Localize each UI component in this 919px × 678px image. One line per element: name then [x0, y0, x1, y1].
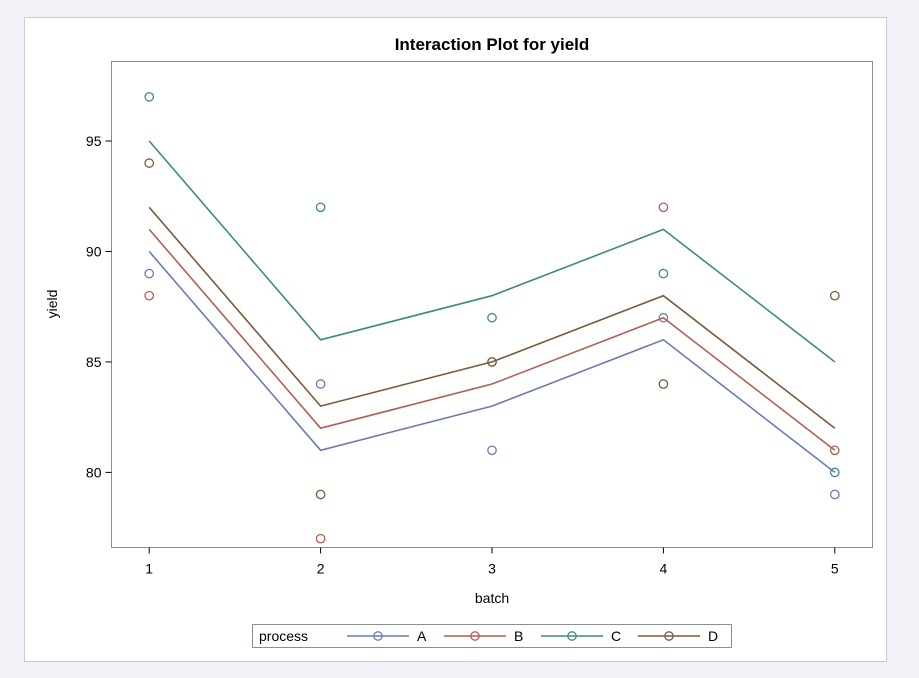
legend-entry-b: B: [444, 628, 523, 644]
x-tick-label: 3: [488, 561, 496, 577]
legend-label-b: B: [514, 628, 523, 644]
data-point-b: [144, 290, 155, 301]
data-point-c: [829, 467, 840, 478]
data-point-a: [315, 379, 326, 389]
legend-marker-c: [567, 631, 577, 641]
series-a: [144, 250, 840, 500]
series-line-b: [148, 228, 836, 451]
series-line-a: [148, 250, 836, 474]
y-axis-label: yield: [44, 290, 60, 319]
legend-marker-d: [664, 631, 674, 641]
x-tick-label: 1: [145, 561, 153, 577]
data-point-b: [829, 445, 840, 456]
x-tick-label: 5: [831, 561, 839, 577]
x-axis: 1 2 3 4 5: [145, 547, 839, 577]
legend-entries: A B C D: [347, 628, 718, 644]
data-point-a: [144, 268, 155, 279]
series-c: [144, 91, 840, 478]
legend: process A B C D: [252, 624, 732, 648]
data-point-d: [487, 357, 497, 367]
legend-entry-d: D: [638, 628, 718, 644]
x-axis-label: batch: [475, 590, 509, 606]
x-tick-label: 2: [317, 561, 325, 577]
data-point-a: [829, 489, 840, 500]
legend-marker-a: [373, 631, 383, 641]
series-line-c: [148, 140, 836, 363]
data-point-a: [487, 445, 497, 456]
data-point-c: [487, 312, 497, 323]
plot-area: [111, 61, 873, 548]
data-point-d: [315, 489, 326, 500]
legend-entry-a: A: [347, 628, 427, 644]
legend-label-d: D: [708, 628, 718, 644]
legend-label-a: A: [417, 628, 427, 644]
series-line-d: [148, 206, 836, 429]
series-layer: [144, 91, 840, 544]
data-point-d: [658, 379, 669, 389]
y-axis: 80 85 90 95: [86, 133, 112, 480]
data-point-c: [315, 202, 326, 213]
data-point-d: [829, 290, 840, 301]
data-point-a: [658, 312, 669, 323]
legend-entry-c: C: [541, 628, 621, 644]
y-tick-label: 85: [86, 354, 102, 370]
data-point-b: [315, 533, 326, 544]
y-tick-label: 80: [86, 464, 102, 480]
series-d: [144, 158, 840, 500]
y-tick-label: 95: [86, 133, 102, 149]
data-point-b: [658, 202, 669, 213]
legend-title: process: [259, 628, 308, 644]
x-tick-label: 4: [659, 561, 667, 577]
legend-label-c: C: [611, 628, 621, 644]
data-point-c: [658, 268, 669, 279]
chart-title: Interaction Plot for yield: [395, 35, 590, 54]
legend-marker-b: [470, 631, 480, 641]
y-tick-label: 90: [86, 243, 102, 259]
data-point-c: [144, 91, 155, 102]
data-point-d: [144, 158, 155, 168]
